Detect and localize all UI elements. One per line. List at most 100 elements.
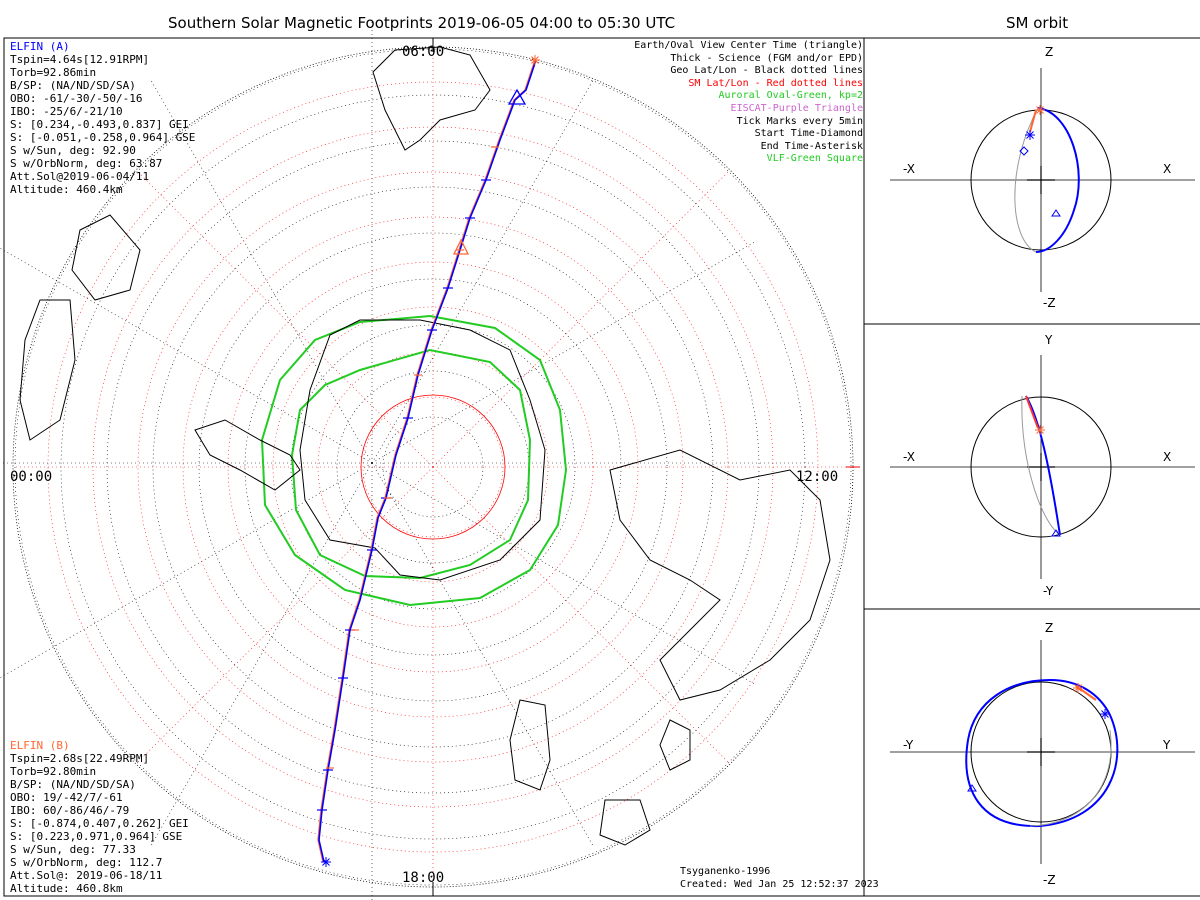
clock-label-left: 00:00 — [10, 469, 53, 485]
geo-meridian — [151, 80, 373, 464]
elfin_a-line: IBO: -25/6/-21/10 — [10, 105, 123, 118]
elfin_a-line: Tspin=4.64s[12.91RPM] — [10, 53, 150, 66]
panel3-right-label: Y — [1163, 738, 1171, 752]
sm-lat-ring — [317, 351, 549, 583]
clock-label-top: 06:00 — [402, 44, 445, 60]
elfin_b-line: S w/Sun, deg: 77.33 — [10, 843, 136, 856]
orbit-b-2 — [1025, 395, 1039, 429]
elfin_a-line: S w/Sun, deg: 92.90 — [10, 144, 136, 157]
geo-meridian — [371, 462, 755, 684]
coastline — [372, 46, 491, 151]
view-center-triangle-a — [507, 88, 527, 105]
sm-meridian — [135, 169, 434, 468]
orbit-asterisk-3 — [1101, 710, 1109, 718]
auroral-oval-outer — [260, 314, 568, 607]
elfin_b-line: Torb=92.80min — [10, 765, 97, 778]
panel2-top-label: Y — [1045, 333, 1053, 347]
panel3-top-label: Z — [1045, 621, 1054, 635]
orbit-a-1 — [1035, 107, 1080, 253]
orbit-a-3 — [965, 678, 1119, 828]
orbit-b-1 — [1029, 109, 1037, 133]
orbit-asterisk-1 — [1026, 131, 1034, 139]
sm-lat-ring — [137, 171, 729, 763]
orbit-asterisk-2 — [1036, 426, 1044, 434]
elfin_b-line: OBO: 19/-42/7/-61 — [10, 791, 123, 804]
coastline — [299, 319, 546, 581]
elfin-b-track — [317, 59, 536, 863]
orbit-asterisk-1b — [1036, 106, 1044, 114]
auroral-oval-inner — [290, 348, 532, 580]
sm-orbit-title: SM orbit — [1006, 14, 1069, 32]
legend-entry: SM Lat/Lon - Red dotted lines — [688, 77, 863, 89]
coastline — [19, 299, 76, 441]
sm-meridian — [432, 466, 731, 765]
orbit-a-2 — [1025, 395, 1061, 536]
end-asterisk — [322, 858, 330, 866]
elfin-a-info: ELFIN (A) Tspin=4.64s[12.91RPM] Torb=92.86… — [10, 40, 195, 196]
legend-entry: VLF-Green Square — [766, 153, 863, 165]
sm-meridian — [432, 169, 731, 468]
elfin_a-line: Att.Sol@2019-06-04/11 — [10, 170, 150, 183]
panel3-bottom-label: -Z — [1043, 873, 1056, 887]
orbit-triangle-1 — [1051, 209, 1061, 217]
elfin_a-line: OBO: -61/-30/-50/-16 — [10, 92, 143, 105]
panel1-right-label: X — [1163, 162, 1172, 176]
clock-label-right: 12:00 — [796, 469, 839, 485]
elfin_b-name: ELFIN (B) — [10, 739, 70, 752]
created-label: Created: Wed Jan 25 12:52:37 2023 — [680, 879, 879, 890]
panel1-top-label: Z — [1045, 45, 1054, 59]
elfin-a-track — [318, 59, 537, 863]
elfin_a-line: S w/OrbNorm, deg: 63.87 — [10, 157, 163, 170]
coastline — [599, 799, 651, 846]
coastline — [509, 699, 551, 791]
legend-entry: End Time-Asterisk — [760, 140, 863, 152]
legend-entry: Thick - Science (FGM and/or EPD) — [670, 52, 863, 64]
coastline — [659, 719, 691, 771]
view-center-triangle-b — [452, 238, 470, 255]
geo-meridian — [371, 462, 593, 846]
geo-lat-ring — [382, 416, 484, 518]
geo-meridian — [151, 462, 373, 846]
geo-meridian — [371, 242, 755, 464]
panel2-right-label: X — [1163, 450, 1172, 464]
legend-entry: Start Time-Diamond — [754, 128, 863, 140]
main-plot-frame — [3, 37, 865, 897]
legend-entry: EISCAT-Purple Triangle — [730, 102, 863, 114]
legend: Earth/Oval View Center Time (triangle) Th… — [634, 40, 863, 166]
legend-entry: Tick Marks every 5min — [736, 115, 863, 127]
legend-entry: Geo Lat/Lon - Black dotted lines — [670, 65, 863, 77]
elfin_a-line: Torb=92.86min — [10, 66, 97, 79]
geo-meridian — [0, 247, 373, 464]
elfin_b-line: B/SP: (NA/ND/SD/SA) — [10, 778, 136, 791]
elfin_a-line: S: [-0.051,-0.258,0.964] GSE — [10, 131, 196, 144]
elfin_a-line: Altitude: 460.4km — [10, 183, 123, 196]
geo-lat-ring — [198, 232, 668, 702]
end-asterisk — [531, 56, 539, 64]
panel2-bottom-label: -Y — [1043, 584, 1054, 598]
chart-title: Southern Solar Magnetic Footprints 2019-… — [168, 14, 676, 32]
elfin_b-line: S: [0.223,0.971,0.964] GSE — [10, 830, 183, 843]
elfin_b-line: S: [-0.874,0.407,0.262] GEI — [10, 817, 189, 830]
elfin_a-line: S: [0.234,-0.493,0.837] GEI — [10, 118, 189, 131]
coastline — [71, 214, 141, 301]
elfin_b-line: Altitude: 460.8km — [10, 882, 123, 895]
legend-entry: Auroral Oval-Green, kp=2 — [718, 90, 864, 102]
panel1-bottom-label: -Z — [1043, 296, 1056, 310]
model-label: Tsyganenko-1996 — [680, 866, 771, 877]
legend-entry: Earth/Oval View Center Time (triangle) — [634, 40, 863, 51]
coastline — [194, 419, 301, 491]
orbit-asterisk-3b — [1074, 684, 1082, 692]
orbit-back-1 — [1014, 107, 1039, 253]
elfin_b-line: IBO: 60/-86/46/-79 — [10, 804, 130, 817]
clock-label-bottom: 18:00 — [402, 870, 445, 886]
orbit-diamond-1 — [1019, 146, 1029, 156]
elfin_b-line: Tspin=2.68s[22.49RPM] — [10, 752, 150, 765]
sm-lat-ring — [182, 216, 684, 718]
sm-meridian — [135, 466, 434, 765]
geo-meridian — [371, 80, 593, 464]
elfin-b-info: ELFIN (B) Tspin=2.68s[22.49RPM] Torb=92.80… — [10, 739, 189, 895]
geo-lat-ring — [106, 140, 760, 794]
panel2-left-label: -X — [903, 450, 915, 464]
orbit-triangle-3 — [967, 784, 977, 792]
